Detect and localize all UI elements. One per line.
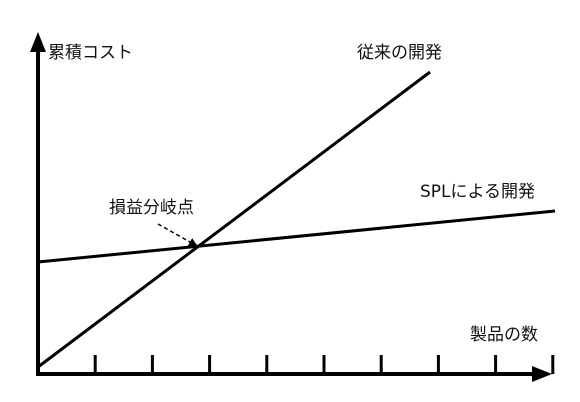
break-even-arrow [157, 223, 198, 247]
conventional-development-label: 従来の開発 [357, 43, 442, 63]
spl-development-line [37, 209, 556, 264]
spl-development-label: SPLによる開発 [420, 182, 535, 202]
x-axis-ticks [93, 355, 555, 374]
y-axis-label: 累積コスト [48, 43, 133, 63]
break-even-label: 損益分岐点 [109, 198, 194, 218]
conventional-development-line [37, 70, 431, 369]
x-axis-label: 製品の数 [470, 325, 538, 345]
y-axis-arrowhead [30, 32, 46, 52]
x-axis-arrowhead [532, 366, 552, 382]
